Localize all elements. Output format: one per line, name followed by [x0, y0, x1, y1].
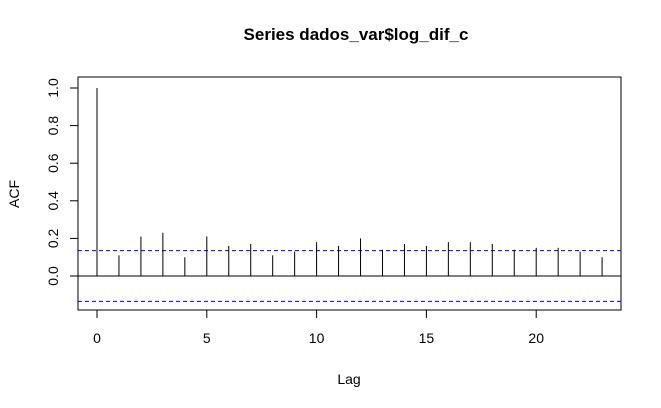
x-tick-label-20: 20	[528, 330, 544, 346]
x-axis-label: Lag	[337, 371, 360, 387]
x-tick-label-10: 10	[309, 330, 325, 346]
y-tick-label-4: 0.8	[45, 116, 61, 136]
x-tick-label-0: 0	[93, 330, 101, 346]
x-tick-label-5: 5	[203, 330, 211, 346]
y-tick-label-2: 0.4	[45, 191, 61, 211]
acf-bars	[96, 88, 603, 276]
chart-title: Series dados_var$log_dif_c	[244, 25, 469, 44]
y-tick-label-3: 0.6	[45, 153, 61, 173]
x-tick-label-15: 15	[419, 330, 435, 346]
y-tick-label-1: 0.2	[45, 228, 61, 248]
plot-frame	[77, 76, 622, 311]
y-tick-label-5: 1.0	[45, 78, 61, 98]
x-axis: 0 5 10 15 20	[93, 309, 544, 346]
y-axis: 0.0 0.2 0.4 0.6 0.8 1.0	[45, 78, 79, 286]
y-tick-label-0: 0.0	[45, 266, 61, 286]
y-axis-label: ACF	[6, 180, 22, 208]
